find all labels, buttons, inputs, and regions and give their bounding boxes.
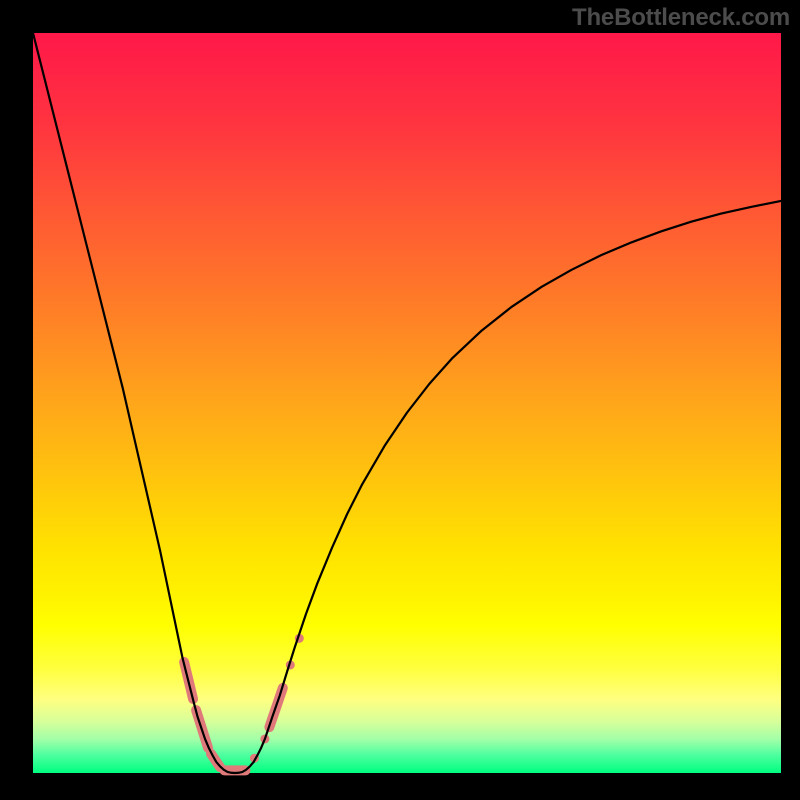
marker-layer (184, 634, 304, 771)
bottleneck-curve (33, 33, 781, 773)
watermark-text: TheBottleneck.com (572, 4, 790, 32)
outer-frame: TheBottleneck.com (0, 0, 800, 800)
plot-area (33, 33, 781, 773)
chart-svg (33, 33, 781, 773)
